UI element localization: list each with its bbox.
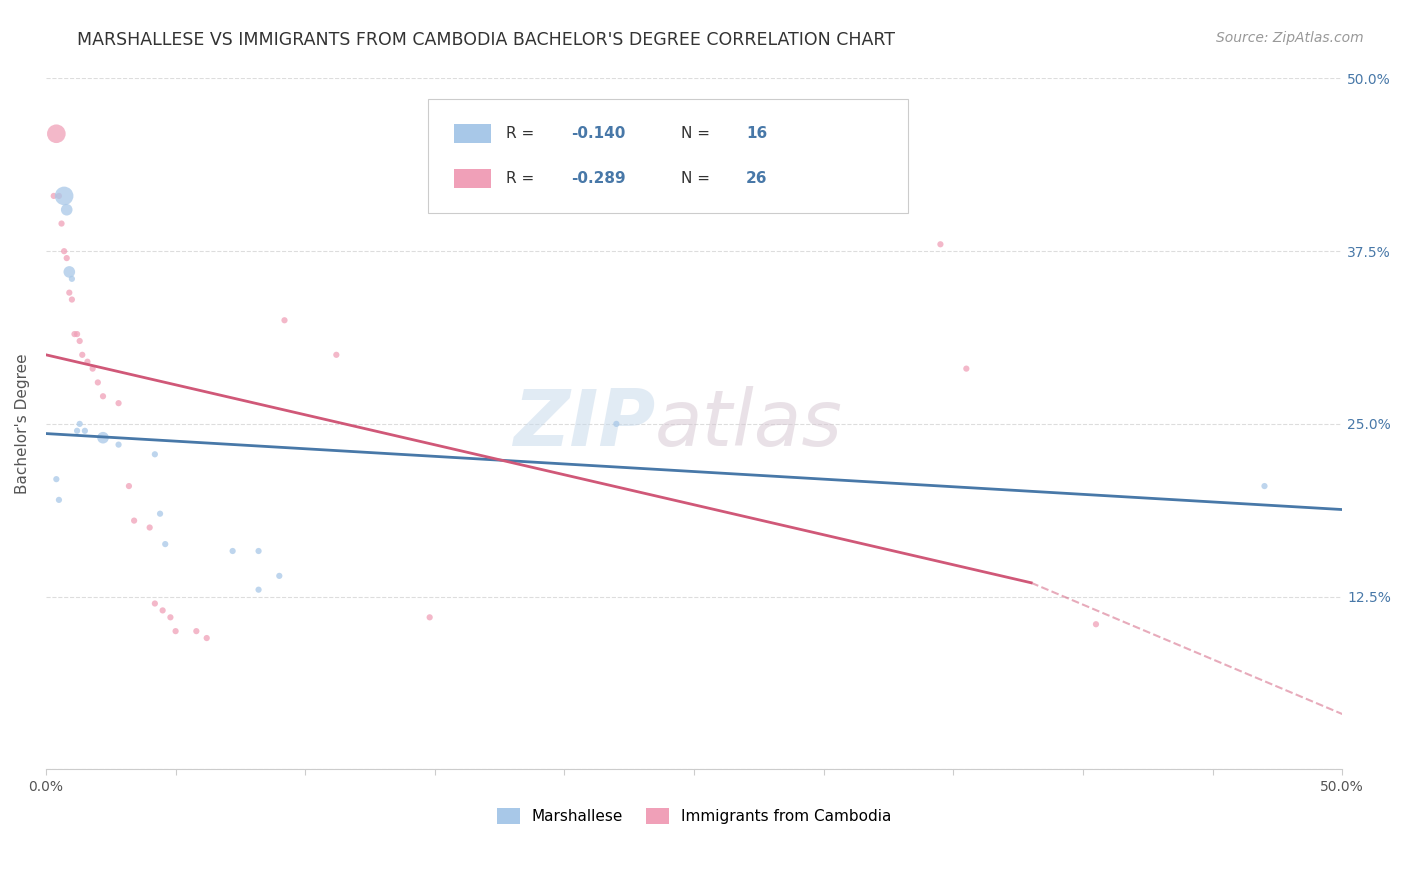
Point (55, 251, 77, 265)
Point (122, 514, 145, 528)
FancyBboxPatch shape (429, 99, 908, 213)
Text: 16: 16 (747, 127, 768, 141)
Point (929, 237, 952, 252)
Y-axis label: Bachelor's Degree: Bachelor's Degree (15, 353, 30, 494)
Point (419, 610, 441, 624)
Text: MARSHALLESE VS IMMIGRANTS FROM CAMBODIA BACHELOR'S DEGREE CORRELATION CHART: MARSHALLESE VS IMMIGRANTS FROM CAMBODIA … (77, 31, 896, 49)
FancyBboxPatch shape (454, 169, 491, 188)
Point (45, 127, 67, 141)
Point (45, 472, 67, 486)
Point (955, 361, 977, 376)
Legend: Marshallese, Immigrants from Cambodia: Marshallese, Immigrants from Cambodia (496, 808, 891, 824)
Point (107, 396, 129, 410)
Point (58, 265, 80, 279)
Text: R =: R = (506, 171, 540, 186)
Point (66, 327, 89, 342)
Text: ZIP: ZIP (513, 386, 655, 462)
Point (91, 389, 114, 403)
Point (138, 520, 160, 534)
Text: -0.140: -0.140 (571, 127, 626, 141)
Point (51, 217, 73, 231)
Point (149, 507, 172, 521)
Point (155, 537, 177, 551)
Point (247, 544, 270, 558)
Point (269, 569, 291, 583)
Text: 26: 26 (747, 171, 768, 186)
Point (55, 202, 77, 217)
Point (325, 348, 347, 362)
Point (152, 603, 174, 617)
Text: -0.289: -0.289 (571, 171, 626, 186)
Point (273, 313, 295, 327)
Point (91, 431, 114, 445)
FancyBboxPatch shape (454, 124, 491, 144)
Point (66, 424, 89, 438)
Point (118, 479, 141, 493)
Point (53, 189, 76, 203)
Point (247, 582, 270, 597)
Point (221, 544, 243, 558)
Point (1253, 479, 1275, 493)
Text: atlas: atlas (655, 386, 844, 462)
Point (605, 417, 627, 431)
Text: Source: ZipAtlas.com: Source: ZipAtlas.com (1216, 31, 1364, 45)
Point (60, 293, 83, 307)
Point (48, 189, 70, 203)
Point (87, 376, 110, 390)
Point (82, 361, 104, 376)
Point (76, 355, 98, 369)
Point (53, 244, 76, 259)
Point (165, 624, 187, 639)
Point (143, 447, 166, 461)
Point (1084, 617, 1107, 632)
Point (42, 189, 65, 203)
Point (63, 327, 86, 342)
Point (48, 492, 70, 507)
Text: N =: N = (681, 127, 716, 141)
Point (107, 437, 129, 451)
Point (186, 624, 208, 639)
Point (60, 272, 83, 286)
Point (72, 348, 94, 362)
Point (786, 134, 808, 148)
Point (159, 610, 181, 624)
Point (69, 417, 91, 431)
Point (73, 424, 96, 438)
Text: R =: R = (506, 127, 540, 141)
Point (58, 285, 80, 300)
Text: N =: N = (681, 171, 716, 186)
Point (69, 334, 91, 348)
Point (143, 597, 166, 611)
Point (195, 631, 218, 645)
